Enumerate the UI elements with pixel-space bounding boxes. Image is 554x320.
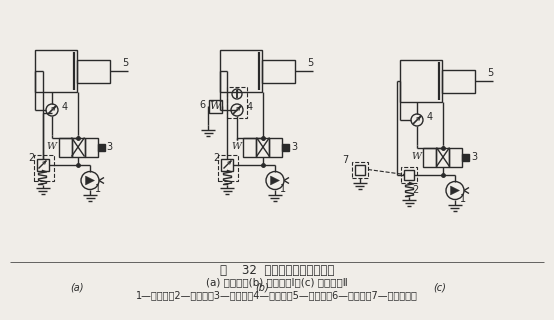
- Text: 4: 4: [62, 102, 68, 112]
- Text: W: W: [412, 151, 422, 161]
- Bar: [71, 138, 85, 156]
- Bar: [269, 138, 283, 156]
- Text: 5: 5: [122, 58, 128, 68]
- Bar: [35, 50, 77, 92]
- Bar: [98, 143, 105, 150]
- Bar: [59, 138, 71, 156]
- Text: 3: 3: [106, 142, 112, 152]
- Text: 2: 2: [28, 153, 34, 163]
- Bar: [352, 162, 368, 178]
- Text: 1: 1: [460, 194, 466, 204]
- Polygon shape: [450, 186, 459, 195]
- Bar: [33, 155, 54, 180]
- Bar: [244, 138, 257, 156]
- Bar: [449, 148, 463, 166]
- Text: (a) 改进前；(b) 改进方案Ⅰ；(c) 改进方案Ⅱ: (a) 改进前；(b) 改进方案Ⅰ；(c) 改进方案Ⅱ: [206, 277, 348, 287]
- Bar: [220, 50, 262, 92]
- Polygon shape: [85, 176, 95, 185]
- Bar: [262, 60, 295, 83]
- Bar: [227, 87, 247, 118]
- Bar: [402, 166, 418, 182]
- Text: 2: 2: [213, 153, 219, 163]
- Bar: [77, 60, 110, 83]
- Bar: [257, 138, 269, 156]
- Bar: [400, 60, 442, 102]
- Text: 1—液压泵；2—溢流阀；3—换向鄀；4—节流鄀；5—液压缸；6—减压鄀；7—远程调压鄀: 1—液压泵；2—溢流阀；3—换向鄀；4—节流鄀；5—液压缸；6—减压鄀；7—远程…: [136, 290, 418, 300]
- Text: 4: 4: [427, 112, 433, 122]
- Text: 6: 6: [200, 100, 206, 110]
- Bar: [222, 158, 233, 171]
- Text: (a): (a): [70, 283, 84, 293]
- Bar: [283, 143, 290, 150]
- Text: W: W: [209, 101, 220, 111]
- Bar: [85, 138, 98, 156]
- Text: 4: 4: [247, 102, 253, 112]
- Text: W: W: [47, 141, 57, 150]
- Bar: [208, 100, 222, 113]
- Text: 3: 3: [471, 152, 478, 162]
- Text: 图    32  进口节流调速回路示例: 图 32 进口节流调速回路示例: [220, 263, 334, 276]
- Text: 2: 2: [413, 185, 419, 195]
- Bar: [404, 170, 414, 180]
- Text: 7: 7: [342, 155, 348, 164]
- Bar: [442, 70, 475, 93]
- Polygon shape: [270, 176, 280, 185]
- Text: 1: 1: [95, 183, 101, 194]
- Bar: [218, 155, 239, 180]
- Text: W: W: [232, 141, 242, 150]
- Bar: [423, 148, 437, 166]
- Text: (b): (b): [255, 283, 269, 293]
- Bar: [37, 158, 49, 171]
- Text: 5: 5: [487, 68, 493, 78]
- Text: (c): (c): [434, 283, 447, 293]
- Text: 3: 3: [291, 142, 297, 152]
- Bar: [355, 164, 365, 174]
- Text: 5: 5: [307, 58, 313, 68]
- Text: 1: 1: [280, 183, 286, 194]
- Bar: [437, 148, 449, 166]
- Bar: [463, 154, 469, 161]
